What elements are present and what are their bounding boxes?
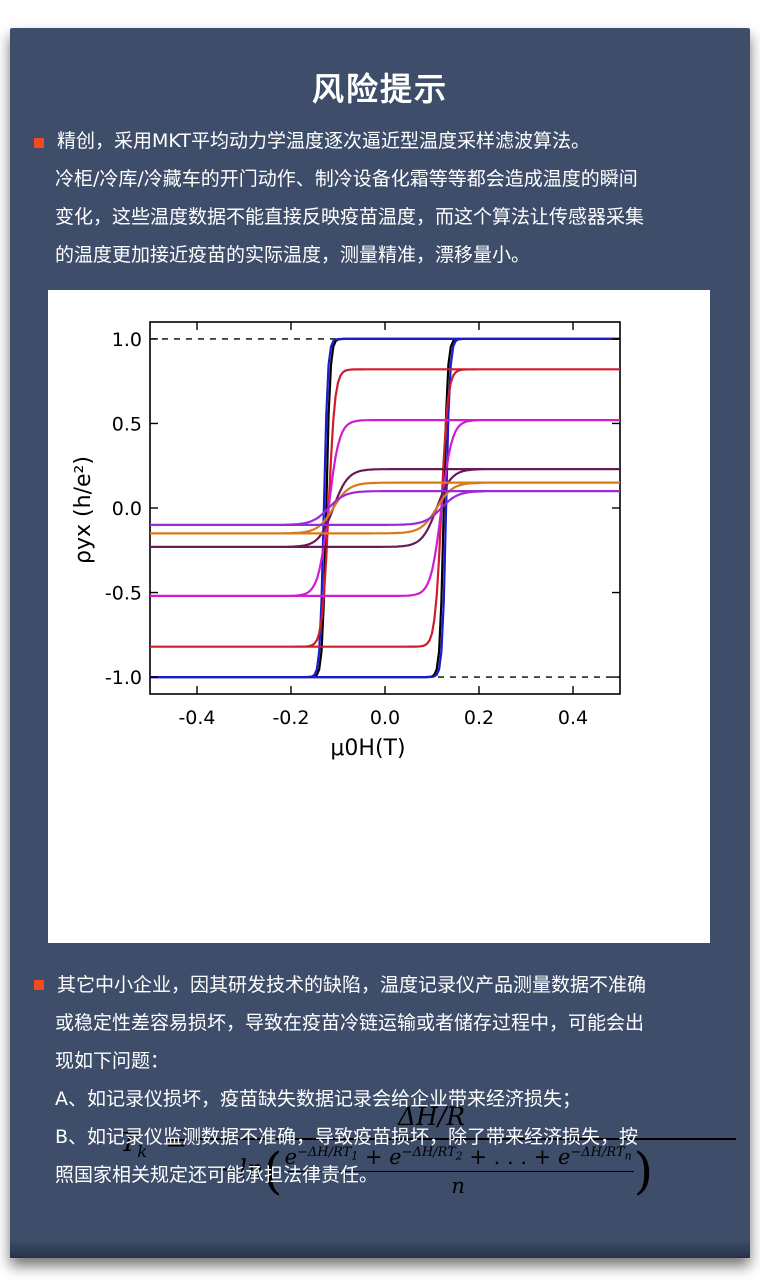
problems-line: 或稳定性差容易损坏，导致在疫苗冷链运输或者储存过程中，可能会出 xyxy=(55,1012,645,1034)
formula-index: 2 xyxy=(455,1149,463,1163)
formula-exponent: −ΔH/RT xyxy=(401,1144,456,1160)
page-title: 风险提示 xyxy=(311,70,448,108)
formula-ellipsis: + . . . + xyxy=(469,1144,552,1169)
plot-frame xyxy=(149,321,621,695)
formula-subscript: k xyxy=(137,1142,148,1162)
formula-term: e xyxy=(284,1144,297,1169)
formula-symbol: T xyxy=(120,1128,138,1158)
x-axis-label: μ0H(T) xyxy=(330,736,405,761)
formula-fraction-bar xyxy=(194,1138,736,1140)
hysteresis-series-1 xyxy=(150,337,620,679)
y-axis-label: ρyx (h/e²) xyxy=(71,456,96,564)
problem-item-b: B、如记录仪监测数据不准确，导致疫苗损坏，除了带来经济损失，按 xyxy=(55,1126,639,1148)
intro-line: 的温度更加接近疫苗的实际温度，测量精准，漂移量小。 xyxy=(55,244,531,266)
formula-paren-left: ( xyxy=(263,1142,283,1200)
formula-exponent: −ΔH/RT xyxy=(297,1144,352,1160)
problem-item-b: 照国家相关规定还可能承担法律责任。 xyxy=(55,1164,379,1186)
formula-equals: = xyxy=(165,1128,188,1158)
formula-inner-denominator: n xyxy=(451,1173,465,1198)
x-tick-label: -0.4 xyxy=(178,707,215,729)
formula-inner: e−ΔH/RT1 + e−ΔH/RT2 + . . . + e−ΔH/RTn n xyxy=(282,1144,634,1198)
y-tick-label: 0.5 xyxy=(112,413,142,435)
formula-term: e xyxy=(389,1144,402,1169)
y-tick-label: -0.5 xyxy=(105,583,142,605)
intro-line: 变化，这些温度数据不能直接反映疫苗温度，而这个算法让传感器采集 xyxy=(55,206,645,228)
y-tick-label: 0.0 xyxy=(112,498,142,520)
hysteresis-series-3 xyxy=(150,368,620,648)
hysteresis-series-6 xyxy=(150,481,620,535)
mkt-formula: Tk = ΔH/R −ln( e−ΔH/RT1 + e−ΔH/RT2 + . .… xyxy=(108,1098,748,1218)
problem-item-a: A、如记录仪损坏，疫苗缺失数据记录会给企业带来经济损失； xyxy=(55,1088,581,1110)
figure-panel: -0.4 -0.2 0.0 0.2 0.4 1.0 0.5 0.0 -0.5 -1.0 μ0H(… xyxy=(48,290,736,1200)
problems-line: 其它中小企业，因其研发技术的缺陷，温度记录仪产品测量数据不准确 xyxy=(57,974,647,996)
x-tick-label: 0.2 xyxy=(464,707,494,729)
formula-plus: + xyxy=(364,1144,383,1169)
formula-term: e xyxy=(557,1144,571,1169)
formula-paren-right: ) xyxy=(633,1142,654,1200)
formula-exponent: −ΔH/RT xyxy=(570,1144,625,1160)
y-tick-label: -1.0 xyxy=(105,667,142,689)
hysteresis-series-5 xyxy=(150,468,620,548)
formula-inner-numerator: e−ΔH/RT1 + e−ΔH/RT2 + . . . + e−ΔH/RTn xyxy=(282,1144,634,1172)
intro-line: 冷柜/冷库/冷藏车的开门动作、制冷设备化霜等等都会造成温度的瞬间 xyxy=(55,168,638,190)
formula-denominator: −ln( e−ΔH/RT1 + e−ΔH/RT2 + . . . + e−ΔH/… xyxy=(218,1142,653,1200)
intro-paragraph: 精创，采用MKT平均动力学温度逐次逼近型温度采样滤波算法。 冷柜/冷库/冷藏车的… xyxy=(55,122,717,274)
formula-index: 1 xyxy=(351,1149,359,1163)
problems-paragraph: 其它中小企业，因其研发技术的缺陷，温度记录仪产品测量数据不准确 或稳定性差容易损… xyxy=(55,966,717,1194)
formula-numerator: ΔH/R xyxy=(398,1102,466,1131)
intro-line: 精创，采用MKT平均动力学温度逐次逼近型温度采样滤波算法。 xyxy=(57,130,590,152)
hysteresis-series-7 xyxy=(150,490,620,526)
bullet-icon xyxy=(34,980,44,990)
x-tick-label: 0.4 xyxy=(558,707,588,729)
panel-shadow xyxy=(10,1240,750,1258)
hysteresis-series-2 xyxy=(150,337,620,679)
formula-ln: −ln xyxy=(218,1154,264,1184)
problems-line: 现如下问题： xyxy=(55,1050,170,1072)
formula-index: n xyxy=(624,1149,632,1163)
bullet-icon xyxy=(34,138,44,148)
hysteresis-series-4 xyxy=(150,419,620,597)
formula-lhs: Tk = xyxy=(120,1128,187,1161)
x-tick-label: 0.0 xyxy=(370,707,400,729)
hysteresis-chart: -0.4 -0.2 0.0 0.2 0.4 1.0 0.5 0.0 -0.5 -1.0 μ0H(… xyxy=(71,321,621,761)
y-tick-label: 1.0 xyxy=(112,329,142,351)
x-tick-label: -0.2 xyxy=(272,707,309,729)
